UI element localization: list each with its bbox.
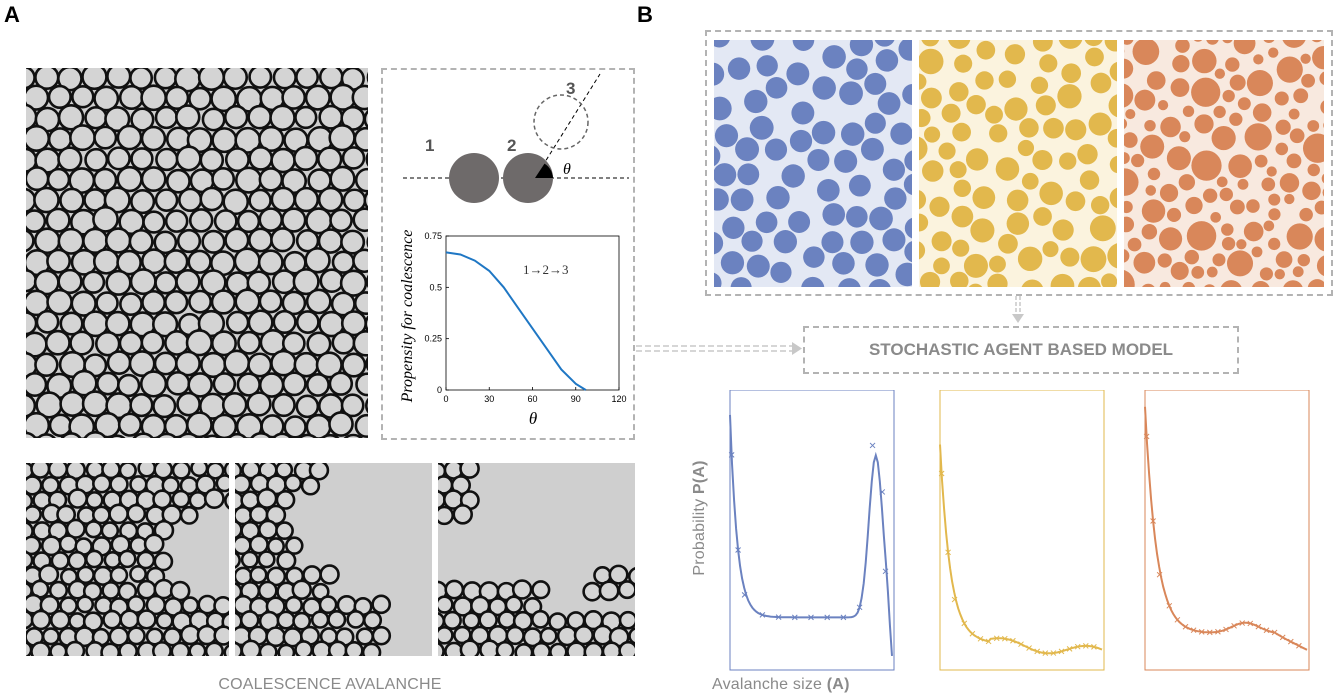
avalanche-frame-3 [438, 463, 635, 656]
distribution-blue [728, 390, 895, 671]
down-arrow [1012, 296, 1024, 323]
inset-xtick: 90 [571, 394, 581, 404]
distribution-orange [1143, 390, 1310, 671]
dist-xlabel-prefix: Avalanche size [712, 676, 827, 693]
dist-xlabel: Avalanche size (A) [712, 676, 932, 694]
dist-ylabel: Probability P(A) [691, 418, 709, 618]
inset-ytick: 0.5 [429, 282, 442, 292]
coalescence-schematic: 1 2 3 θ [403, 73, 629, 203]
curve-annotation: 1→2→3 [523, 262, 569, 277]
label-3: 3 [566, 79, 575, 98]
inset-box [381, 68, 635, 440]
distribution-yellow [938, 390, 1105, 671]
inset-xlabel: θ [529, 409, 537, 428]
propensity-curve [445, 251, 587, 391]
packing-simulation-yellow [919, 40, 1117, 287]
inset-ytick: 0.25 [424, 334, 442, 344]
dist-ylabel-prefix: Probability [691, 494, 708, 576]
model-label-box: STOCHASTIC AGENT BASED MODEL [803, 326, 1239, 374]
dist-xlabel-bold: (A) [826, 676, 850, 693]
propensity-chart: 0 30 60 90 120 0 0.25 0.5 0.75 1→2→3 θ Propensit… [399, 230, 627, 428]
drop-3 [533, 94, 589, 150]
angle-label: θ [563, 161, 571, 178]
label-2: 2 [507, 136, 516, 155]
label-1: 1 [425, 136, 434, 155]
packing-simulation-blue [714, 40, 912, 287]
inset-xtick: 60 [527, 394, 537, 404]
connector-arrow [636, 342, 802, 355]
drop-2 [503, 153, 553, 203]
model-label: STOCHASTIC AGENT BASED MODEL [868, 340, 1174, 359]
panel-b-letter: B [637, 2, 653, 27]
foam-micrograph [26, 68, 368, 438]
inset-xtick: 30 [484, 394, 494, 404]
avalanche-frame-1 [26, 463, 229, 656]
panel-a-caption: COALESCENCE AVALANCHE [218, 676, 442, 693]
dist-ylabel-bold: P(A) [691, 460, 708, 495]
inset-ytick: 0.75 [424, 231, 442, 241]
drop-1 [449, 153, 499, 203]
packing-box [705, 30, 1333, 296]
inset-ylabel: Propensity for coalescence [399, 230, 416, 404]
inset-xtick: 120 [611, 394, 626, 404]
inset-ytick: 0 [437, 385, 442, 395]
packing-simulation-orange [1124, 40, 1324, 287]
inset-xtick: 0 [443, 394, 448, 404]
panel-a-letter: A [4, 2, 20, 27]
avalanche-frame-2 [235, 463, 432, 656]
